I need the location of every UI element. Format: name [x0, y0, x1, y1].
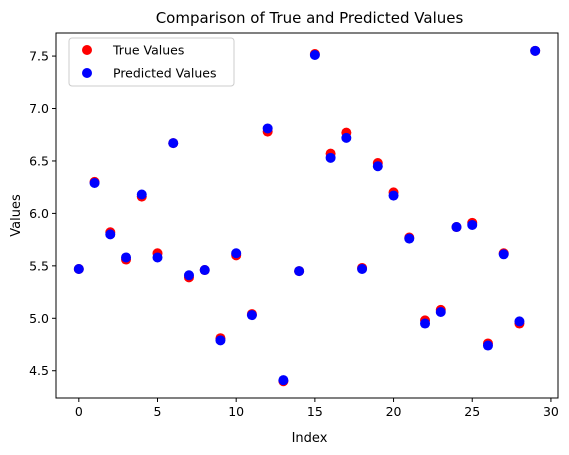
y-tick-label: 6.5 [29, 153, 49, 168]
point-predicted-values [530, 45, 541, 56]
legend-box [68, 37, 235, 87]
point-predicted-values [435, 306, 446, 317]
y-tick-label: 7.0 [29, 101, 49, 116]
point-predicted-values [388, 190, 399, 201]
x-tick-label: 0 [75, 404, 83, 419]
point-predicted-values [404, 233, 415, 244]
point-predicted-values [294, 266, 305, 277]
plot-area: 0 5 10 15 20 25 30 4.5 5.0 5.5 6.0 6.5 7.0 7.5 [29, 32, 559, 419]
point-predicted-values [73, 263, 84, 274]
point-predicted-values [246, 310, 257, 321]
legend-marker-predicted-values [82, 68, 92, 78]
x-tick-label: 25 [464, 404, 480, 419]
point-predicted-values [357, 263, 368, 274]
point-predicted-values [215, 335, 226, 346]
chart-title: Comparison of True and Predicted Values [156, 9, 464, 27]
point-predicted-values [482, 340, 493, 351]
y-tick-label: 5.5 [29, 258, 49, 273]
point-predicted-values [168, 138, 179, 149]
point-predicted-values [121, 252, 132, 263]
y-tick-label: 4.5 [29, 363, 49, 378]
y-tick-label: 6.0 [29, 206, 49, 221]
x-tick-label: 15 [307, 404, 323, 419]
point-predicted-values [341, 132, 352, 143]
point-predicted-values [105, 229, 116, 240]
point-predicted-values [278, 375, 289, 386]
y-tick-label: 7.5 [29, 49, 49, 64]
legend-label-predicted-values: Predicted Values [113, 66, 217, 81]
point-predicted-values [89, 177, 100, 188]
x-tick-label: 5 [154, 404, 162, 419]
axes-frame [55, 32, 559, 399]
point-predicted-values [262, 123, 273, 134]
point-predicted-values [467, 219, 478, 230]
point-predicted-values [514, 316, 525, 327]
point-predicted-values [325, 152, 336, 163]
point-predicted-values [152, 252, 163, 263]
legend: True Values Predicted Values [68, 37, 235, 87]
point-predicted-values [136, 189, 147, 200]
point-predicted-values [451, 222, 462, 233]
point-predicted-values [231, 248, 242, 259]
point-predicted-values [498, 249, 509, 260]
point-predicted-values [420, 318, 431, 329]
y-axis-label: Values [9, 194, 24, 237]
x-tick-label: 20 [386, 404, 402, 419]
legend-label-true-values: True Values [112, 43, 184, 58]
point-predicted-values [199, 265, 210, 276]
legend-marker-true-values [82, 45, 92, 55]
x-axis-label: Index [292, 431, 328, 446]
point-predicted-values [309, 50, 320, 61]
x-tick-label: 10 [228, 404, 244, 419]
x-tick-label: 30 [543, 404, 559, 419]
y-tick-label: 5.0 [29, 311, 49, 326]
point-predicted-values [183, 270, 194, 281]
point-predicted-values [372, 161, 383, 172]
